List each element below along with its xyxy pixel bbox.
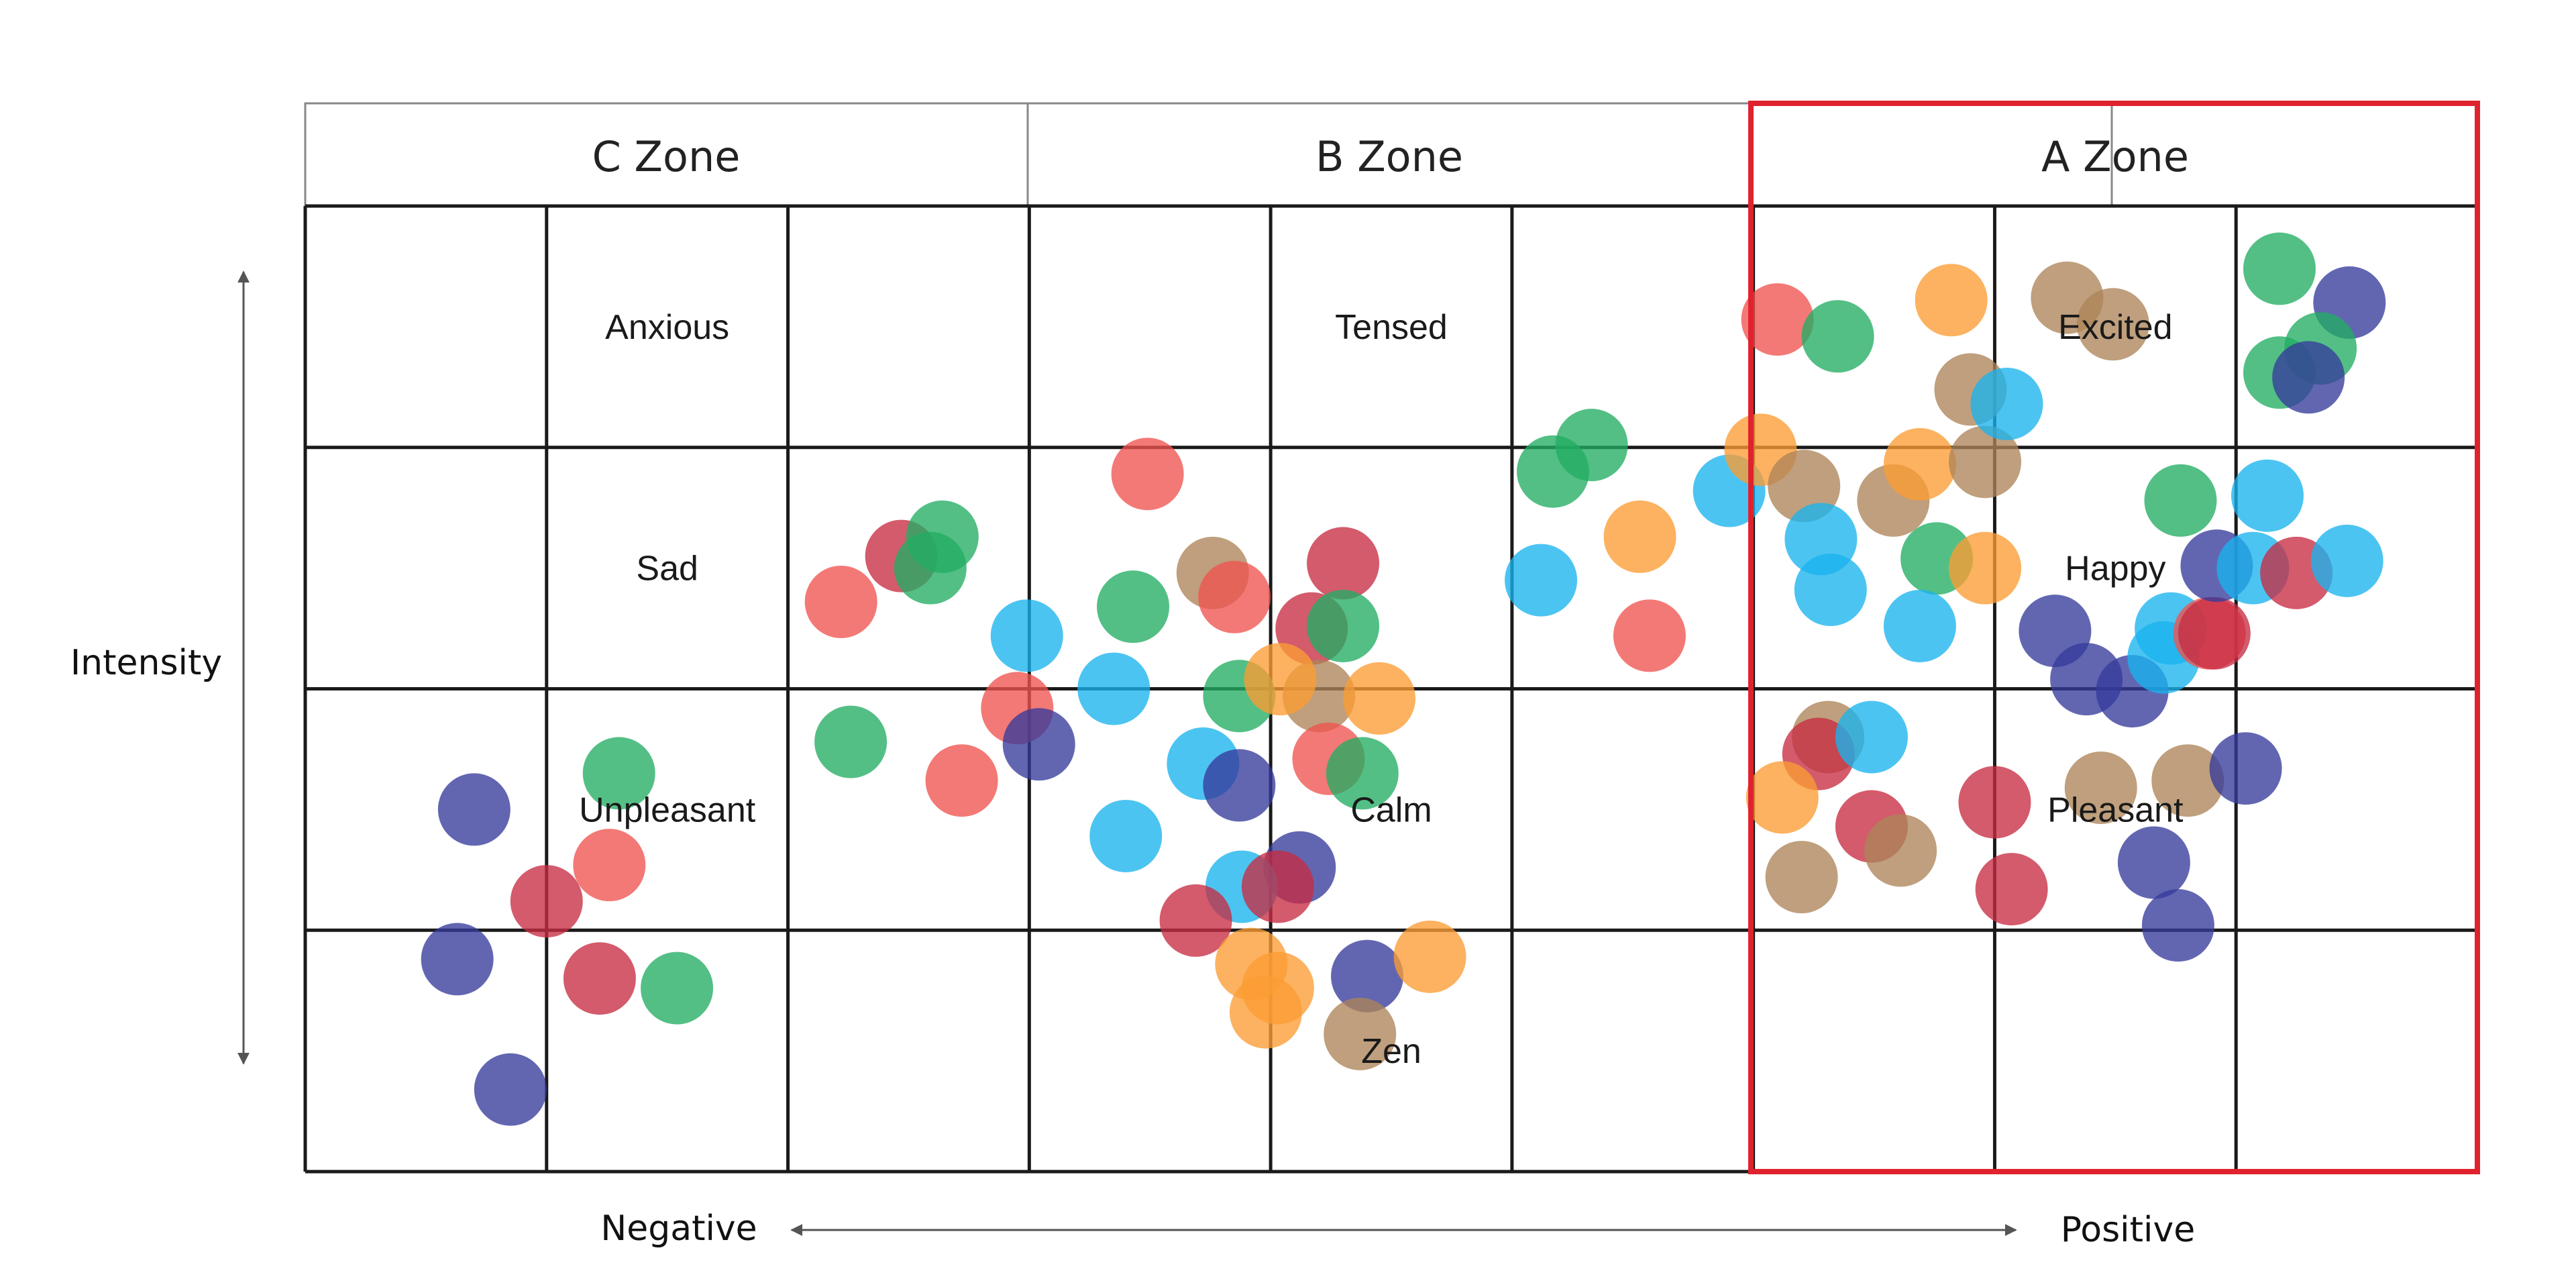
data-point bbox=[1555, 409, 1628, 482]
data-point bbox=[421, 923, 494, 996]
data-point bbox=[510, 865, 583, 938]
data-point bbox=[582, 737, 655, 810]
data-point bbox=[1097, 570, 1170, 644]
cell-label-zen: Zen bbox=[1361, 1032, 1421, 1071]
data-point bbox=[1975, 853, 2048, 926]
data-point bbox=[1801, 300, 1874, 373]
data-point bbox=[814, 705, 888, 778]
data-point bbox=[1864, 814, 1937, 887]
data-point bbox=[1002, 708, 1075, 781]
data-point bbox=[990, 599, 1063, 672]
data-point bbox=[2272, 341, 2345, 414]
data-point bbox=[1229, 976, 1302, 1049]
data-point bbox=[2144, 464, 2217, 537]
data-point bbox=[1089, 799, 1163, 872]
data-point bbox=[1794, 554, 1867, 627]
data-point bbox=[2141, 889, 2214, 962]
data-point bbox=[1307, 589, 1380, 662]
data-point bbox=[1613, 599, 1686, 672]
data-point bbox=[1111, 438, 1184, 511]
data-point bbox=[1393, 920, 1466, 993]
cell-label-tensed: Tensed bbox=[1335, 308, 1448, 347]
data-point bbox=[1343, 662, 1416, 735]
intensity-label: Intensity bbox=[70, 643, 222, 683]
data-point bbox=[1958, 766, 2031, 839]
data-point bbox=[2117, 826, 2190, 899]
data-point bbox=[1883, 589, 1956, 662]
data-point bbox=[641, 952, 714, 1025]
data-point bbox=[1949, 531, 2022, 605]
valence-axis: Negative Positive bbox=[600, 1209, 2195, 1250]
cell-labels: Anxious Tensed Excited Sad Happy Unpleasant Ca… bbox=[579, 308, 2184, 1071]
data-point bbox=[1915, 264, 1988, 337]
data-point bbox=[1970, 367, 2043, 440]
data-point bbox=[1741, 283, 1814, 356]
data-point bbox=[1949, 425, 2022, 499]
cell-label-sad: Sad bbox=[636, 550, 698, 588]
negative-label: Negative bbox=[600, 1209, 757, 1249]
data-point bbox=[2151, 744, 2224, 817]
cell-label-anxious: Anxious bbox=[605, 308, 729, 347]
cell-label-pleasant: Pleasant bbox=[2047, 790, 2184, 829]
data-point bbox=[1331, 939, 1404, 1013]
data-point bbox=[2178, 597, 2251, 670]
data-point bbox=[1505, 544, 1578, 617]
data-point bbox=[2076, 288, 2149, 361]
data-point bbox=[2243, 232, 2316, 305]
zone-title-c: C Zone bbox=[592, 132, 741, 181]
data-point bbox=[894, 531, 967, 605]
data-point bbox=[804, 565, 877, 638]
data-point bbox=[1077, 652, 1150, 725]
a-zone-highlight bbox=[1748, 101, 2480, 1174]
cell-label-unpleasant: Unpleasant bbox=[579, 790, 756, 829]
cell-label-excited: Excited bbox=[2058, 308, 2173, 347]
data-point bbox=[2310, 524, 2383, 597]
data-point bbox=[437, 773, 511, 846]
data-point bbox=[1241, 850, 1314, 923]
zone-header: C Zone B Zone A Zone bbox=[304, 102, 2189, 207]
data-point bbox=[1603, 500, 1676, 573]
data-point bbox=[2064, 751, 2137, 824]
data-point bbox=[474, 1053, 547, 1126]
data-point bbox=[1198, 560, 1271, 633]
data-point bbox=[1835, 701, 1908, 774]
data-point bbox=[1746, 761, 1819, 834]
data-point bbox=[1307, 527, 1380, 600]
data-point bbox=[1159, 884, 1232, 957]
positive-label: Positive bbox=[2061, 1210, 2195, 1250]
data-point bbox=[1883, 427, 1956, 501]
intensity-axis: Intensity bbox=[70, 270, 250, 1065]
data-point bbox=[1244, 643, 1317, 716]
data-point bbox=[2231, 459, 2304, 532]
cell-label-calm: Calm bbox=[1350, 790, 1432, 829]
zone-title-a: A Zone bbox=[2041, 132, 2189, 181]
zone-title-b: B Zone bbox=[1316, 132, 1463, 181]
data-point bbox=[1326, 737, 1399, 810]
data-point bbox=[573, 829, 646, 902]
data-point bbox=[2209, 732, 2282, 805]
cell-label-happy: Happy bbox=[2065, 550, 2165, 588]
data-points bbox=[421, 232, 2386, 1126]
data-point bbox=[925, 744, 998, 817]
data-point bbox=[1324, 997, 1397, 1070]
data-point bbox=[1203, 749, 1276, 822]
data-point bbox=[1765, 841, 1838, 914]
zone-header-frame bbox=[304, 102, 2113, 207]
data-point bbox=[563, 942, 636, 1015]
